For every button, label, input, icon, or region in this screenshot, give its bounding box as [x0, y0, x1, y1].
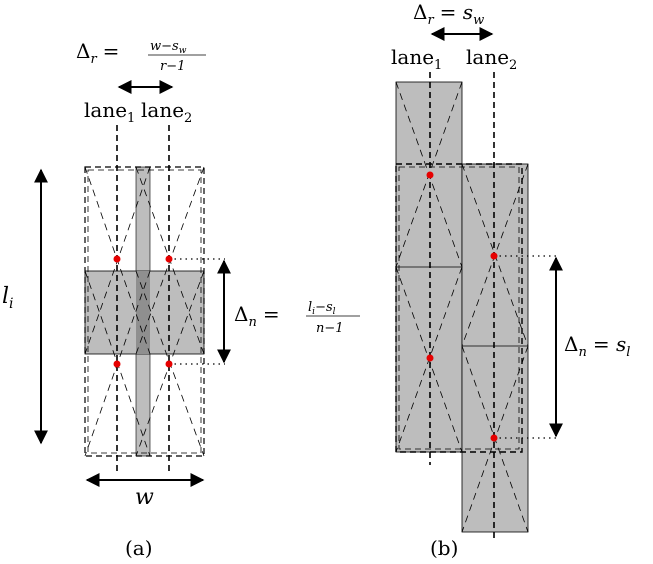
point	[165, 255, 173, 263]
delta-r-formula-b: Δr = sw	[413, 0, 484, 28]
caption-a: (a)	[125, 536, 153, 560]
outer-box	[84, 166, 205, 457]
overlap-region	[136, 271, 150, 354]
caption-b: (b)	[430, 536, 458, 560]
inner-box	[87, 169, 202, 454]
delta-r-denominator-a: r−1	[160, 59, 185, 74]
delta-n-denominator-a: n−1	[316, 321, 344, 336]
lane1-label-a: lane1	[84, 98, 135, 126]
lane2-column	[461, 163, 529, 533]
delta-n-numerator-a: li−sl	[308, 300, 336, 317]
outer-box-b	[395, 163, 523, 453]
lane1-label-b: lane1	[391, 45, 442, 73]
li-label: li	[2, 284, 14, 312]
delta-r-numerator-a: w−sw	[150, 39, 187, 56]
lane2-label-b: lane2	[466, 45, 517, 73]
point	[426, 354, 434, 362]
point	[113, 255, 121, 263]
point	[490, 252, 498, 260]
point	[490, 434, 498, 442]
point	[165, 360, 173, 368]
lane2-label-a: lane2	[141, 98, 192, 126]
w-label: w	[135, 485, 154, 510]
delta-n-formula-a: Δn =	[234, 302, 280, 330]
panel-b: Δr = sw lane1 lane2 Δn = sl (b)	[391, 0, 630, 560]
point	[426, 171, 434, 179]
panel-a: Δr = w−sw r−1 lane1 lane2 li w Δn = li−sl …	[2, 39, 360, 560]
delta-r-formula-a: Δr =	[76, 39, 119, 67]
point	[113, 360, 121, 368]
delta-n-formula-b: Δn = sl	[564, 332, 630, 360]
inner-box-b	[398, 166, 520, 450]
